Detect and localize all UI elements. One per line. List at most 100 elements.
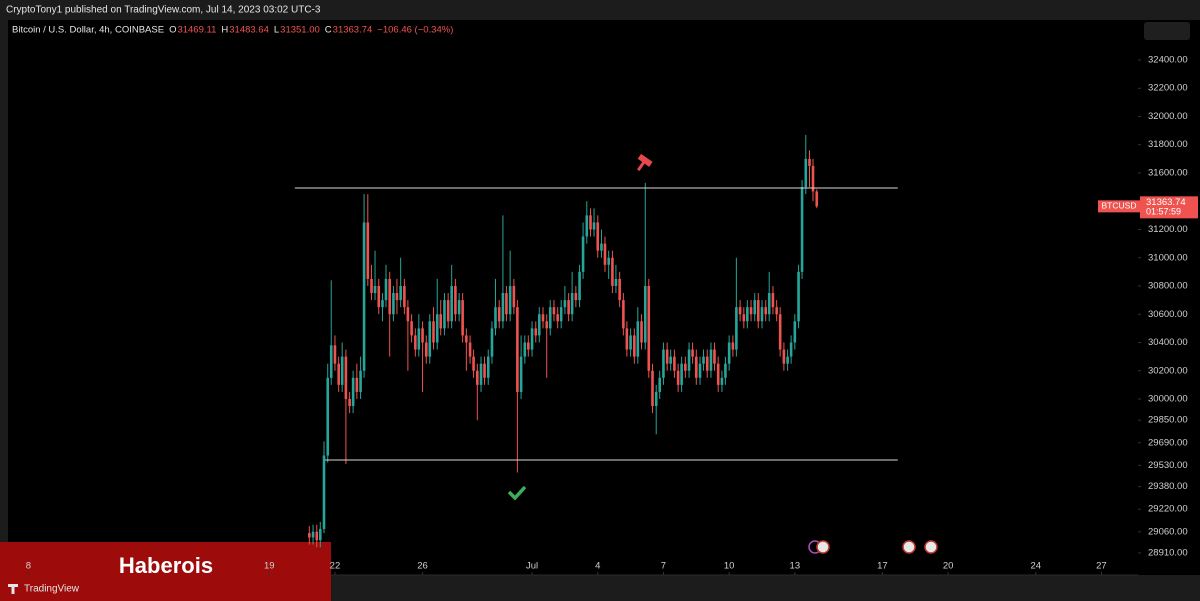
candle-body	[702, 356, 705, 364]
y-tick-label: 30000.00	[1148, 394, 1188, 405]
candle-body	[527, 342, 530, 350]
candle-body	[351, 377, 355, 407]
price-tag: 31363.74	[1146, 197, 1186, 208]
candle-body	[373, 285, 377, 294]
ohlc-value: 31351.00	[280, 25, 320, 36]
candle-body	[326, 377, 330, 456]
candle-body	[435, 314, 439, 343]
change-value: −106.46 (−0.34%)	[377, 25, 453, 36]
x-tick-label: 13	[790, 561, 801, 572]
watermark-box	[0, 542, 331, 601]
y-tick-label: 32200.00	[1148, 83, 1188, 94]
candle-body	[468, 342, 472, 357]
candle-body	[775, 307, 778, 315]
candle-body	[322, 455, 326, 529]
candle-body	[355, 377, 359, 392]
candle-body	[537, 314, 541, 336]
candle-body	[483, 363, 486, 378]
candle-body	[735, 307, 738, 350]
candle-body	[366, 222, 370, 279]
y-tick-label: 29690.00	[1148, 437, 1188, 448]
price-axis	[1138, 20, 1200, 575]
ohlc-label: L	[274, 25, 279, 36]
candle-body	[778, 314, 782, 350]
candle-body	[428, 321, 432, 357]
candle-body	[753, 300, 757, 315]
ohlc-label: H	[221, 25, 228, 36]
candle-body	[315, 531, 319, 541]
candle-body	[472, 356, 475, 371]
candle-body	[680, 363, 683, 385]
candle-body	[497, 307, 501, 322]
candle-body	[771, 293, 775, 308]
candle-body	[691, 349, 694, 357]
candle-body	[395, 293, 399, 301]
x-tick-label: 10	[724, 561, 735, 572]
candle-body	[457, 300, 461, 315]
candle-body	[640, 321, 643, 343]
x-tick-label: 22	[330, 561, 341, 572]
event-flags	[808, 540, 938, 554]
ohlc-label: O	[169, 25, 176, 36]
y-tick-label: 30200.00	[1148, 365, 1188, 376]
candle-body	[454, 285, 457, 315]
candle-body	[694, 356, 698, 378]
candle-body	[581, 236, 585, 272]
candle-body	[669, 356, 672, 364]
candle-body	[600, 243, 603, 251]
candle-body	[490, 328, 494, 357]
candle-body	[709, 349, 713, 371]
candle-body	[629, 335, 632, 350]
candle-body	[381, 300, 384, 308]
candle-body	[756, 300, 760, 322]
candle-body	[767, 293, 771, 315]
candle-body	[607, 257, 610, 265]
axis-button[interactable]	[1144, 22, 1190, 40]
countdown-tag: 01:57:59	[1146, 207, 1181, 217]
ohlc-value: 31363.74	[333, 25, 373, 36]
candle-body	[800, 187, 804, 272]
candle-body	[570, 293, 574, 315]
candle-body	[333, 345, 337, 364]
candle-body	[662, 349, 665, 378]
candle-body	[567, 300, 570, 315]
candle-body	[450, 285, 453, 322]
candle-body	[643, 285, 647, 343]
y-tick-label: 31600.00	[1148, 167, 1188, 178]
candle-body	[578, 271, 581, 301]
candle-body	[512, 285, 516, 308]
candle-body	[465, 335, 468, 343]
ohlc-label: C	[325, 25, 332, 36]
watermark-text: Haberois	[119, 553, 213, 578]
candle-body	[651, 370, 654, 407]
candle-body	[625, 328, 629, 350]
brand-logo	[8, 584, 18, 594]
candle-body	[421, 328, 424, 343]
y-tick-label: 32400.00	[1148, 54, 1188, 65]
candle-body	[574, 293, 578, 301]
candle-body	[760, 307, 764, 322]
candle-body	[362, 222, 366, 371]
candle-body	[388, 278, 392, 315]
candle-body	[713, 349, 716, 364]
candle-body	[684, 363, 687, 371]
x-tick-label: 7	[661, 561, 666, 572]
candle-body	[804, 158, 808, 188]
candle-body	[592, 222, 596, 230]
candle-body	[344, 356, 348, 399]
candle-body	[589, 215, 592, 230]
candle-body	[508, 285, 512, 315]
candle-body	[556, 314, 559, 322]
x-tick-label: 20	[943, 561, 954, 572]
candle-body	[446, 300, 450, 322]
hammer-icon	[637, 153, 653, 172]
candle-body	[424, 342, 428, 357]
candle-body	[384, 278, 388, 301]
symbol-tag-bg	[1098, 200, 1140, 213]
candle-body	[359, 370, 362, 392]
candle-body	[403, 285, 406, 308]
candle-body	[786, 356, 789, 364]
candle-body	[738, 307, 742, 315]
candle-body	[519, 356, 523, 392]
